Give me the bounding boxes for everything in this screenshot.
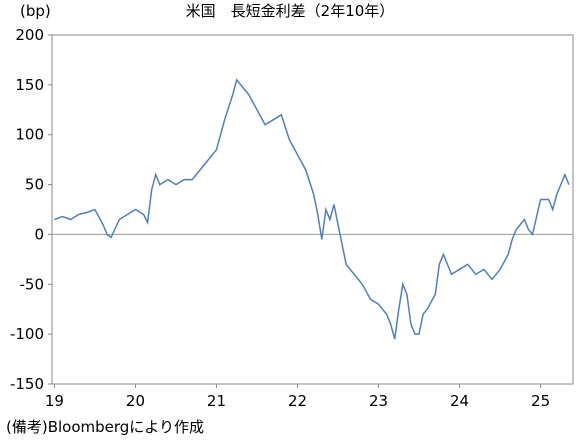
x-tick-label: 19	[45, 392, 64, 410]
y-axis-label: (bp)	[20, 2, 51, 20]
y-tick-label: 0	[34, 225, 44, 243]
y-tick-label: -100	[10, 325, 44, 343]
chart-title: 米国 長短金利差（2年10年）	[186, 2, 395, 20]
note: (備考)Bloombergにより作成	[6, 418, 204, 436]
x-tick-label: 23	[369, 392, 388, 410]
x-tick-label: 20	[126, 392, 145, 410]
y-tick-label: 150	[15, 76, 44, 94]
y-tick-label: 50	[25, 176, 44, 194]
y-tick-label: -50	[20, 275, 45, 293]
x-tick-label: 24	[450, 392, 469, 410]
x-tick-label: 25	[531, 392, 550, 410]
plot-frame	[51, 34, 574, 385]
x-tick-label: 21	[207, 392, 226, 410]
line	[54, 78, 570, 340]
y-tick-label: 200	[15, 26, 44, 44]
y-tick-label: -150	[10, 375, 44, 393]
y-tick-label: 100	[15, 126, 44, 144]
x-tick-label: 22	[288, 392, 307, 410]
